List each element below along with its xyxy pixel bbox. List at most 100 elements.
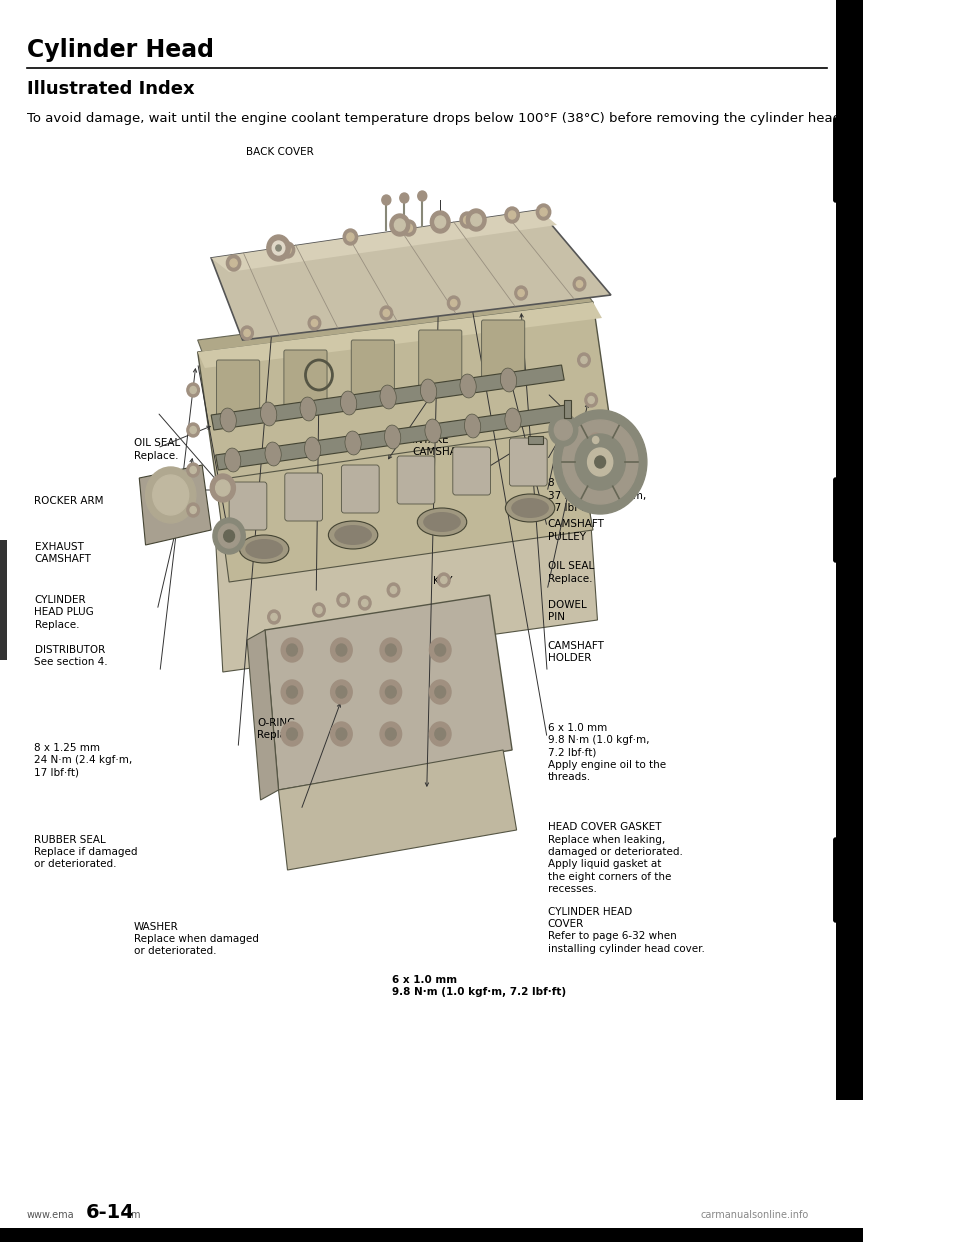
Circle shape (187, 424, 200, 437)
Circle shape (213, 518, 245, 554)
Text: Cylinder Head: Cylinder Head (27, 39, 214, 62)
Circle shape (515, 286, 527, 301)
Ellipse shape (420, 379, 437, 402)
Circle shape (311, 319, 318, 327)
Text: 6 x 1.0 mm
9.8 N·m (1.0 kgf·m, 7.2 lbf·ft): 6 x 1.0 mm 9.8 N·m (1.0 kgf·m, 7.2 lbf·f… (393, 975, 566, 997)
Text: WASHER
Replace when damaged
or deteriorated.: WASHER Replace when damaged or deteriora… (133, 922, 258, 956)
Text: 6 x 1.0 mm
9.8 N·m (1.0 kgf·m,
7.2 lbf·ft)
Apply engine oil to the
threads.: 6 x 1.0 mm 9.8 N·m (1.0 kgf·m, 7.2 lbf·f… (548, 723, 666, 782)
Circle shape (592, 436, 599, 443)
Ellipse shape (505, 409, 521, 432)
FancyBboxPatch shape (510, 438, 547, 486)
Text: 6-14: 6-14 (85, 1203, 134, 1222)
Ellipse shape (220, 409, 236, 432)
Circle shape (399, 193, 409, 202)
Circle shape (380, 681, 401, 704)
Circle shape (380, 306, 393, 320)
FancyBboxPatch shape (833, 838, 862, 922)
Bar (0, 540, 7, 660)
Text: 6 x 1.0 mm
9.8 N·m (1.0 kgf·m, 7.2 lbf·ft): 6 x 1.0 mm 9.8 N·m (1.0 kgf·m, 7.2 lbf·f… (393, 271, 566, 293)
Text: CYLINDER HEAD
COVER
Refer to page 6-32 when
installing cylinder head cover.: CYLINDER HEAD COVER Refer to page 6-32 w… (548, 907, 705, 954)
Text: O-RING
Replace.: O-RING Replace. (257, 718, 301, 740)
Bar (564, 400, 571, 419)
Circle shape (330, 681, 352, 704)
Circle shape (276, 245, 281, 251)
Circle shape (441, 576, 447, 584)
Circle shape (387, 582, 399, 597)
Ellipse shape (245, 539, 283, 559)
FancyBboxPatch shape (342, 465, 379, 513)
Circle shape (287, 686, 298, 698)
Circle shape (385, 686, 396, 698)
Circle shape (380, 722, 401, 746)
Circle shape (429, 638, 451, 662)
Ellipse shape (260, 402, 276, 426)
Circle shape (308, 315, 321, 330)
Circle shape (509, 211, 516, 219)
Circle shape (464, 216, 470, 224)
FancyBboxPatch shape (482, 320, 525, 379)
Circle shape (190, 507, 196, 513)
Text: 8 x 1.25 mm
24 N·m (2.4 kgf·m,
17 lbf·ft): 8 x 1.25 mm 24 N·m (2.4 kgf·m, 17 lbf·ft… (35, 743, 132, 777)
Circle shape (435, 645, 445, 656)
Circle shape (390, 214, 410, 236)
Text: HEAD COVER GASKET
Replace when leaking,
damaged or deteriorated.
Apply liquid ga: HEAD COVER GASKET Replace when leaking, … (548, 822, 683, 894)
Circle shape (344, 229, 357, 245)
Circle shape (210, 474, 235, 502)
Polygon shape (216, 428, 593, 582)
Circle shape (383, 309, 390, 317)
Circle shape (391, 586, 396, 594)
Circle shape (313, 604, 325, 617)
Circle shape (385, 728, 396, 740)
Circle shape (585, 392, 597, 407)
Text: INTAKE
CAMSHAFT: INTAKE CAMSHAFT (412, 435, 469, 457)
Polygon shape (265, 595, 512, 790)
Circle shape (280, 242, 295, 258)
Circle shape (347, 233, 354, 241)
Circle shape (429, 681, 451, 704)
Circle shape (382, 195, 391, 205)
FancyBboxPatch shape (284, 350, 327, 409)
Circle shape (385, 645, 396, 656)
Circle shape (588, 448, 612, 476)
FancyBboxPatch shape (285, 473, 323, 520)
Circle shape (268, 610, 280, 623)
Circle shape (435, 686, 445, 698)
Text: OIL SEAL
Replace.: OIL SEAL Replace. (548, 561, 594, 584)
Text: KEY: KEY (433, 576, 452, 586)
FancyBboxPatch shape (229, 482, 267, 530)
Ellipse shape (345, 431, 361, 455)
Ellipse shape (418, 508, 467, 537)
Circle shape (435, 728, 445, 740)
Ellipse shape (505, 494, 555, 522)
Circle shape (460, 212, 474, 229)
Circle shape (281, 722, 302, 746)
Bar (835, 0, 862, 1100)
Circle shape (576, 281, 583, 287)
Bar (528, 436, 542, 443)
Circle shape (190, 467, 196, 473)
Circle shape (216, 479, 230, 496)
Ellipse shape (239, 535, 289, 563)
Circle shape (244, 329, 251, 337)
Ellipse shape (304, 437, 321, 461)
Circle shape (418, 191, 427, 201)
Ellipse shape (334, 525, 372, 545)
Ellipse shape (465, 414, 481, 438)
Circle shape (271, 614, 277, 621)
Ellipse shape (460, 374, 476, 397)
Circle shape (340, 596, 347, 604)
Circle shape (395, 219, 405, 231)
Polygon shape (216, 405, 568, 469)
Circle shape (187, 503, 200, 517)
Circle shape (362, 600, 368, 606)
Circle shape (578, 353, 590, 366)
Text: ROCKER ARM: ROCKER ARM (35, 496, 104, 505)
Circle shape (563, 420, 637, 504)
Circle shape (224, 530, 234, 542)
Circle shape (187, 463, 200, 477)
Polygon shape (216, 488, 597, 672)
Circle shape (218, 524, 240, 548)
Ellipse shape (500, 368, 516, 392)
Circle shape (153, 474, 189, 515)
FancyBboxPatch shape (453, 447, 491, 496)
